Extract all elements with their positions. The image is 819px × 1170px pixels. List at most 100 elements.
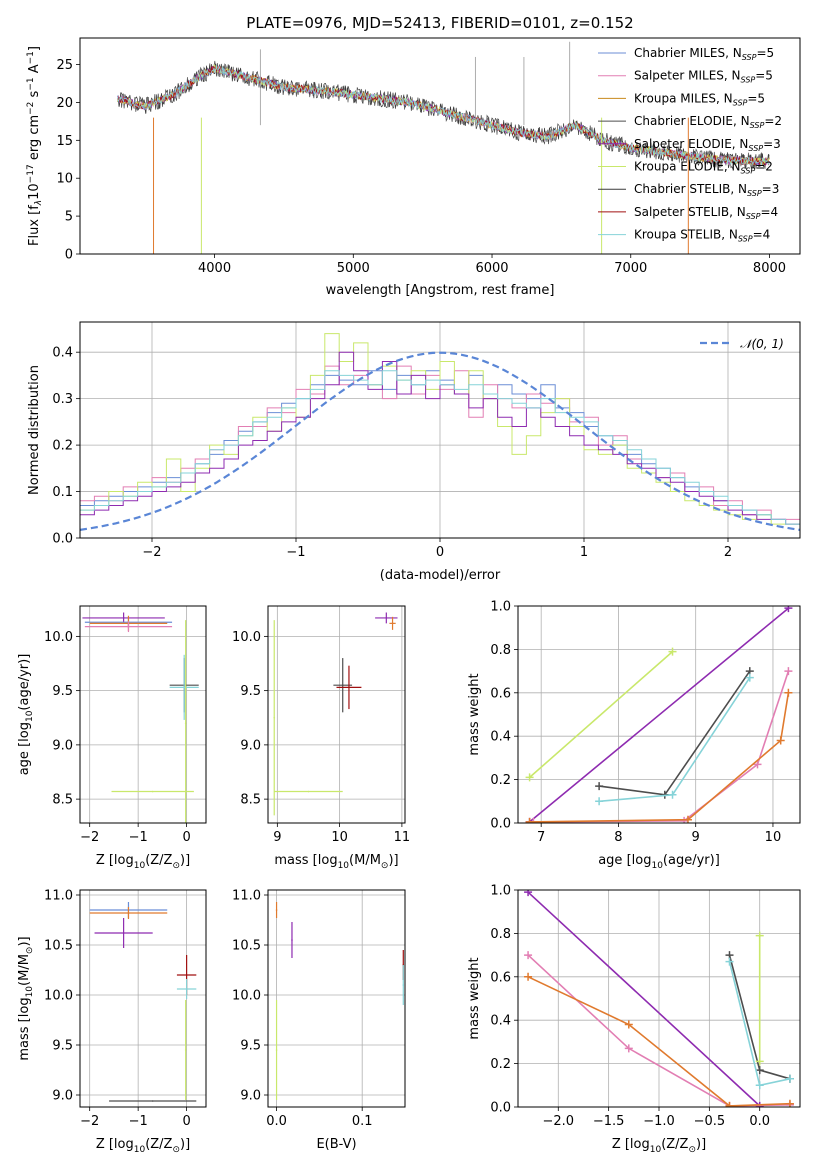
figure-title: PLATE=0976, MJD=52413, FIBERID=0101, z=0… <box>246 14 633 32</box>
label-fragment: Chabrier MILES, N <box>634 46 742 60</box>
x-tick-label: −2.0 <box>542 1114 574 1129</box>
label-fragment: λ <box>34 200 44 206</box>
label-fragment: −1 <box>26 77 36 90</box>
label-fragment: −1 <box>26 51 36 64</box>
spectrum-frame <box>79 37 801 255</box>
label-fragment: Salpeter ELODIE, N <box>634 137 748 151</box>
weight-line <box>529 607 789 823</box>
x-tick-label: −0.5 <box>694 1114 726 1129</box>
y-tick-label: 10.0 <box>44 989 73 1004</box>
legend-entry: Kroupa ELODIE, NSSP=2 <box>634 160 773 176</box>
data-point <box>184 722 187 724</box>
y-tick-label: 0 <box>65 248 73 263</box>
y-tick-label: 10.5 <box>232 939 261 954</box>
mass_vs_EBV-x-axis-label: E(B-V) <box>316 1137 356 1152</box>
x-tick-label: 8000 <box>753 261 786 276</box>
label-fragment: erg cm <box>27 115 42 164</box>
y-tick-label: 9.5 <box>52 684 73 699</box>
x-tick-label: −1.5 <box>593 1114 625 1129</box>
data-point <box>184 1049 187 1051</box>
weight-point-marker <box>776 736 785 745</box>
weight-point-marker <box>624 1044 633 1053</box>
label-fragment: Kroupa STELIB, N <box>634 228 738 242</box>
weight-point-marker <box>725 1101 734 1107</box>
label-fragment: SSP <box>733 98 748 107</box>
weight-line <box>527 976 790 1107</box>
label-fragment: =3 <box>762 182 780 196</box>
label-fragment: 10 <box>650 1145 662 1155</box>
weight-point-marker <box>755 1057 764 1066</box>
data-point <box>185 988 188 990</box>
y-tick-label: 9.5 <box>240 684 261 699</box>
weight-point-marker <box>755 1066 764 1075</box>
spectrum-axes: 4000 5000 6000 7000 8000 0 5 10 15 20 25 wavelength… <box>26 37 801 298</box>
weight-point-marker <box>755 1081 764 1090</box>
label-fragment: SSP <box>741 167 756 176</box>
label-fragment: mass [log <box>274 853 337 868</box>
mass_vs_Z-y-axis-label: mass [log10(M/M⊙)] <box>17 936 35 1060</box>
label-fragment: =4 <box>760 205 778 219</box>
spectrum-x-axis-label: wavelength [Angstrom, rest frame] <box>326 283 555 298</box>
label-fragment: (Z/Z <box>145 853 172 868</box>
label-fragment: 10 <box>651 861 663 871</box>
legend-entry: Chabrier MILES, NSSP=5 <box>634 46 774 62</box>
label-fragment: )] <box>180 853 190 868</box>
weight_vs_Z-y-axis-label: mass weight <box>467 957 482 1039</box>
legend-entry: Kroupa MILES, NSSP=5 <box>634 91 765 107</box>
x-tick-label: 10 <box>331 830 348 845</box>
weight-point-marker <box>595 782 604 791</box>
mass_vs_EBV-axes: 0.0 0.1 9.0 9.5 10.0 10.5 11.0 E(B-V) <box>232 889 406 1152</box>
mass_vs_Z-points <box>89 902 197 1102</box>
y-tick-label: 8.5 <box>240 793 261 808</box>
y-tick-label: 0.6 <box>490 970 511 985</box>
weight-line <box>529 692 790 823</box>
label-fragment: ⊙ <box>172 1145 180 1155</box>
residuals-frame <box>79 321 801 539</box>
weight_vs_age-lines <box>525 606 793 823</box>
x-tick-label: 7 <box>537 830 545 845</box>
weight-line <box>529 650 674 779</box>
label-fragment: )] <box>696 1137 706 1152</box>
age_vs_mass-x-axis-label: mass [log10(M/M⊙)] <box>274 853 398 871</box>
label-fragment: ⊙ <box>688 1145 696 1155</box>
label-fragment: 10 <box>134 1145 146 1155</box>
data-point <box>185 974 188 976</box>
label-fragment: SSP <box>750 121 765 130</box>
weight-point-marker <box>784 688 793 697</box>
x-tick-label: 6000 <box>475 261 508 276</box>
y-tick-label: 0.0 <box>490 1101 511 1116</box>
legend-entry: Salpeter MILES, NSSP=5 <box>634 69 773 85</box>
y-tick-label: 1.0 <box>490 884 511 899</box>
label-fragment: =2 <box>755 160 773 174</box>
label-fragment: SSP <box>747 189 762 198</box>
label-fragment: )] <box>388 853 398 868</box>
weight-point-marker <box>668 790 677 799</box>
label-fragment: (M/M <box>17 954 32 986</box>
label-fragment: (Z/Z <box>661 1137 688 1152</box>
label-fragment: =2 <box>764 114 782 128</box>
x-tick-label: 0.0 <box>749 1114 770 1129</box>
legend-entry: Chabrier STELIB, NSSP=3 <box>634 182 779 198</box>
label-fragment: SSP <box>738 235 753 244</box>
residuals-y-axis-label: Normed distribution <box>27 365 42 495</box>
data-point <box>307 790 310 793</box>
weight-point-marker <box>524 972 533 981</box>
label-fragment: ⊙ <box>25 947 35 955</box>
y-tick-label: 8.5 <box>52 793 73 808</box>
y-tick-label: 0.2 <box>490 1057 511 1072</box>
weight-point-marker <box>624 1020 633 1029</box>
y-tick-label: 11.0 <box>44 889 73 904</box>
x-tick-label: 0.1 <box>352 1114 373 1129</box>
x-tick-label: 0 <box>182 830 190 845</box>
weight-line <box>533 670 790 823</box>
x-tick-label: 9 <box>273 830 281 845</box>
data-point <box>275 1049 278 1051</box>
label-fragment: Flux [f <box>27 205 42 246</box>
label-fragment: SSP <box>742 53 757 62</box>
label-fragment: SSP <box>741 76 756 85</box>
y-tick-label: 20 <box>56 96 73 111</box>
weight-point-marker <box>755 931 764 940</box>
age_vs_Z-x-axis-label: Z [log10(Z/Z⊙)] <box>96 853 190 871</box>
weight_vs_age-x-axis-label: age [log10(age/yr)] <box>598 853 720 871</box>
